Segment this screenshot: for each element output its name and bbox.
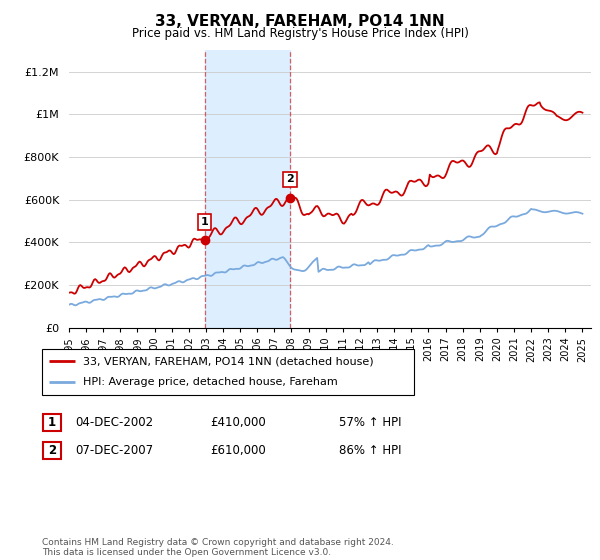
Text: 1: 1 xyxy=(200,217,208,227)
Text: 1: 1 xyxy=(48,416,56,430)
Text: Contains HM Land Registry data © Crown copyright and database right 2024.
This d: Contains HM Land Registry data © Crown c… xyxy=(42,538,394,557)
Text: HPI: Average price, detached house, Fareham: HPI: Average price, detached house, Fare… xyxy=(83,377,338,388)
Text: £410,000: £410,000 xyxy=(210,416,266,430)
Text: 07-DEC-2007: 07-DEC-2007 xyxy=(75,444,153,458)
Text: 2: 2 xyxy=(48,444,56,458)
Text: 33, VERYAN, FAREHAM, PO14 1NN (detached house): 33, VERYAN, FAREHAM, PO14 1NN (detached … xyxy=(83,356,374,366)
Text: 33, VERYAN, FAREHAM, PO14 1NN: 33, VERYAN, FAREHAM, PO14 1NN xyxy=(155,14,445,29)
Text: 2: 2 xyxy=(286,174,294,184)
Text: 57% ↑ HPI: 57% ↑ HPI xyxy=(339,416,401,430)
Text: £610,000: £610,000 xyxy=(210,444,266,458)
Text: Price paid vs. HM Land Registry's House Price Index (HPI): Price paid vs. HM Land Registry's House … xyxy=(131,27,469,40)
Text: 04-DEC-2002: 04-DEC-2002 xyxy=(75,416,153,430)
Text: 86% ↑ HPI: 86% ↑ HPI xyxy=(339,444,401,458)
Bar xyxy=(205,50,290,328)
